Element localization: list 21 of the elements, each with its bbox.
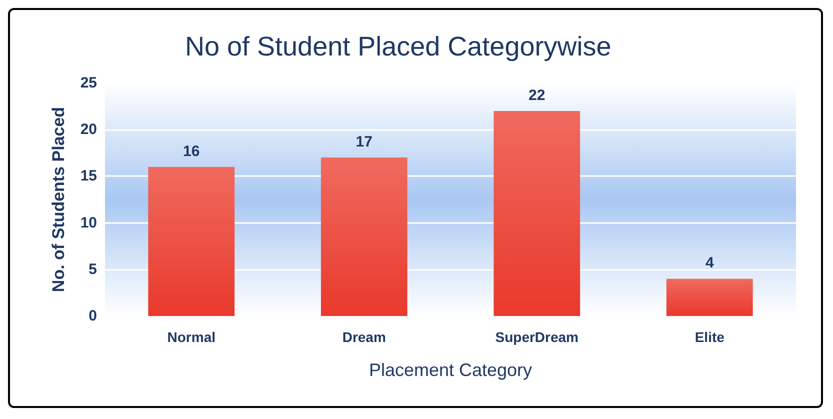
chart-title: No of Student Placed Categorywise [185,32,612,62]
bar [666,278,753,316]
y-tick-label: 20 [80,121,97,138]
bar [148,166,235,316]
y-tick-label: 15 [80,168,97,185]
data-label: 16 [183,142,200,160]
y-tick-label: 0 [88,308,97,324]
x-tick-label: SuperDream [495,329,579,345]
data-label: 17 [356,134,372,151]
y-tick-label: 25 [80,74,97,92]
data-label: 22 [528,86,546,104]
x-tick-label: Dream [342,329,386,345]
x-tick-label: Elite [694,329,725,345]
x-tick-label: Normal [167,329,216,345]
data-label: 4 [705,254,714,272]
y-tick-label: 10 [80,214,97,232]
bar [494,110,580,316]
bar [320,158,408,316]
y-axis-title: No. of Students Placed [49,106,68,292]
x-axis-title: Placement Category [368,360,532,380]
y-tick-label: 5 [88,260,97,278]
